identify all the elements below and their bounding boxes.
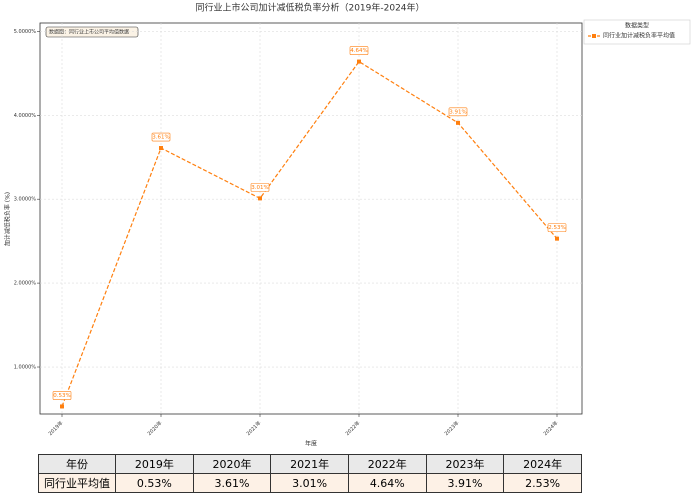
value-label-box <box>448 107 468 117</box>
table-year: 2024年 <box>503 454 582 474</box>
y-axis-label: 加计减低税负率 (%) <box>4 192 12 246</box>
legend-box <box>583 19 691 45</box>
data-table: 年份 2019年 2020年 2021年 2022年 2023年 2024年 同行业平均值 0… <box>38 454 582 493</box>
chart: 同行业上市公司加计减低税负率分析（2019年-2024年） 年度 加计减低税负率… <box>4 2 691 448</box>
table-value: 0.53% <box>115 473 194 493</box>
table-value: 2.53% <box>503 473 582 493</box>
table-value: 3.01% <box>270 473 349 493</box>
x-tick-label: 2023年 <box>443 420 460 437</box>
marker <box>258 196 262 201</box>
x-tick-label: 2024年 <box>542 420 559 437</box>
annotation-box <box>45 26 139 38</box>
table-row-label: 同行业平均值 <box>38 473 116 493</box>
value-label-box <box>547 223 567 232</box>
plot-frame <box>39 22 583 415</box>
series-line <box>61 60 558 407</box>
value-label-box <box>250 183 270 192</box>
y-tick-label: 3.0000% <box>14 197 36 203</box>
legend-title: 数据类型 <box>625 22 649 30</box>
value-label-box <box>52 391 72 400</box>
marker <box>357 59 361 64</box>
marker <box>555 236 559 241</box>
annotation: 数据图：同行业上市公司平均值数据 <box>49 29 129 36</box>
marker <box>456 120 460 125</box>
legend-marker <box>592 34 596 38</box>
marker <box>159 146 163 151</box>
x-axis-label: 年度 <box>305 440 317 448</box>
table-value: 3.61% <box>192 473 272 493</box>
table-value: 3.91% <box>425 473 505 493</box>
legend-label: 同行业加计减税负率平均值 <box>603 32 675 40</box>
y-tick-label: 2.0000% <box>14 281 36 287</box>
table-year: 2023年 <box>425 454 505 474</box>
value-label-box <box>349 46 369 55</box>
marker <box>60 404 64 409</box>
value-label: 3.01% <box>251 185 268 191</box>
table-year: 2022年 <box>347 454 427 474</box>
y-tick-label: 1.0000% <box>14 365 36 371</box>
y-tick-label: 4.0000% <box>14 113 36 119</box>
x-tick-label: 2021年 <box>245 420 262 437</box>
table-year: 2019年 <box>115 454 194 474</box>
value-label: 3.61% <box>152 135 169 141</box>
value-label: 4.64% <box>350 48 367 54</box>
value-label: 3.91% <box>449 109 466 115</box>
value-label: 0.53% <box>53 393 70 399</box>
table-year: 2020年 <box>192 454 272 474</box>
value-label-box <box>151 132 171 142</box>
value-label: 2.53% <box>548 225 565 231</box>
y-tick-label: 5.0000% <box>14 29 36 35</box>
x-tick-label: 2022年 <box>344 420 361 437</box>
table-value: 4.64% <box>347 473 427 493</box>
chart-title: 同行业上市公司加计减低税负率分析（2019年-2024年） <box>195 2 424 14</box>
x-tick-label: 2020年 <box>146 420 163 437</box>
table-year: 2021年 <box>270 454 349 474</box>
x-tick-label: 2019年 <box>47 420 64 437</box>
table-header: 年份 <box>38 454 116 474</box>
